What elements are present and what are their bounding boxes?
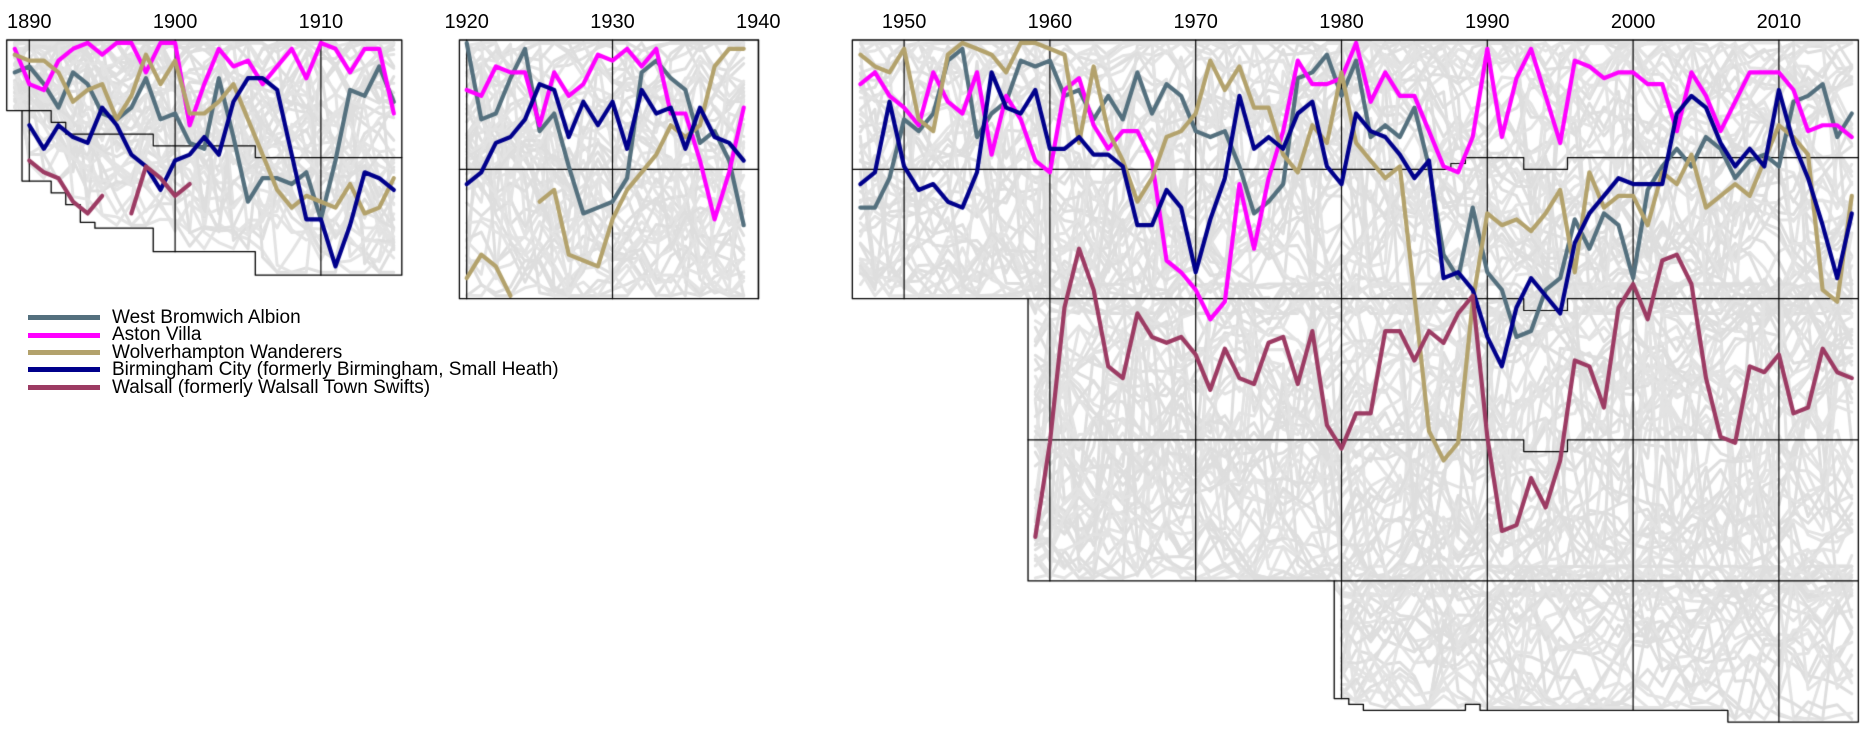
axis-tick-2000: 2000 — [1610, 11, 1656, 33]
legend-label: Aston Villa — [112, 324, 202, 346]
axis-tick-1890: 1890 — [7, 11, 52, 33]
legend-item: Walsall (formerly Walsall Town Swifts) — [28, 376, 559, 398]
axis-tick-1900: 1900 — [152, 11, 198, 33]
legend-line-swatch — [28, 315, 100, 321]
legend-line-swatch — [28, 332, 100, 338]
legend-item: Wolverhampton Wanderers — [28, 341, 559, 363]
legend-item: Aston Villa — [28, 324, 559, 346]
axis-tick-1970: 1970 — [1173, 11, 1218, 33]
legend-item: Birmingham City (formerly Birmingham, Sm… — [28, 359, 559, 381]
axis-tick-2010: 2010 — [1756, 11, 1802, 33]
axis-tick-1940: 1940 — [736, 11, 781, 33]
legend: West Bromwich Albion Aston Villa Wolverham… — [28, 307, 559, 398]
axis-tick-1920: 1920 — [444, 11, 489, 33]
legend-label: West Bromwich Albion — [112, 307, 301, 328]
axis-tick-1950: 1950 — [881, 11, 927, 33]
legend-label: Birmingham City (formerly Birmingham, Sm… — [112, 359, 559, 381]
axis-tick-1930: 1930 — [590, 11, 635, 33]
axis-tick-1980: 1980 — [1319, 11, 1364, 33]
legend-line-swatch — [28, 384, 100, 390]
legend-label: Wolverhampton Wanderers — [112, 341, 343, 363]
axis-tick-1990: 1990 — [1465, 11, 1510, 33]
legend-line-swatch — [28, 367, 100, 373]
legend-item: West Bromwich Albion — [28, 307, 559, 328]
legend-line-swatch — [28, 349, 100, 355]
axis-tick-1910: 1910 — [298, 11, 344, 33]
axis-tick-1960: 1960 — [1027, 11, 1073, 33]
legend-label: Walsall (formerly Walsall Town Swifts) — [112, 376, 431, 398]
